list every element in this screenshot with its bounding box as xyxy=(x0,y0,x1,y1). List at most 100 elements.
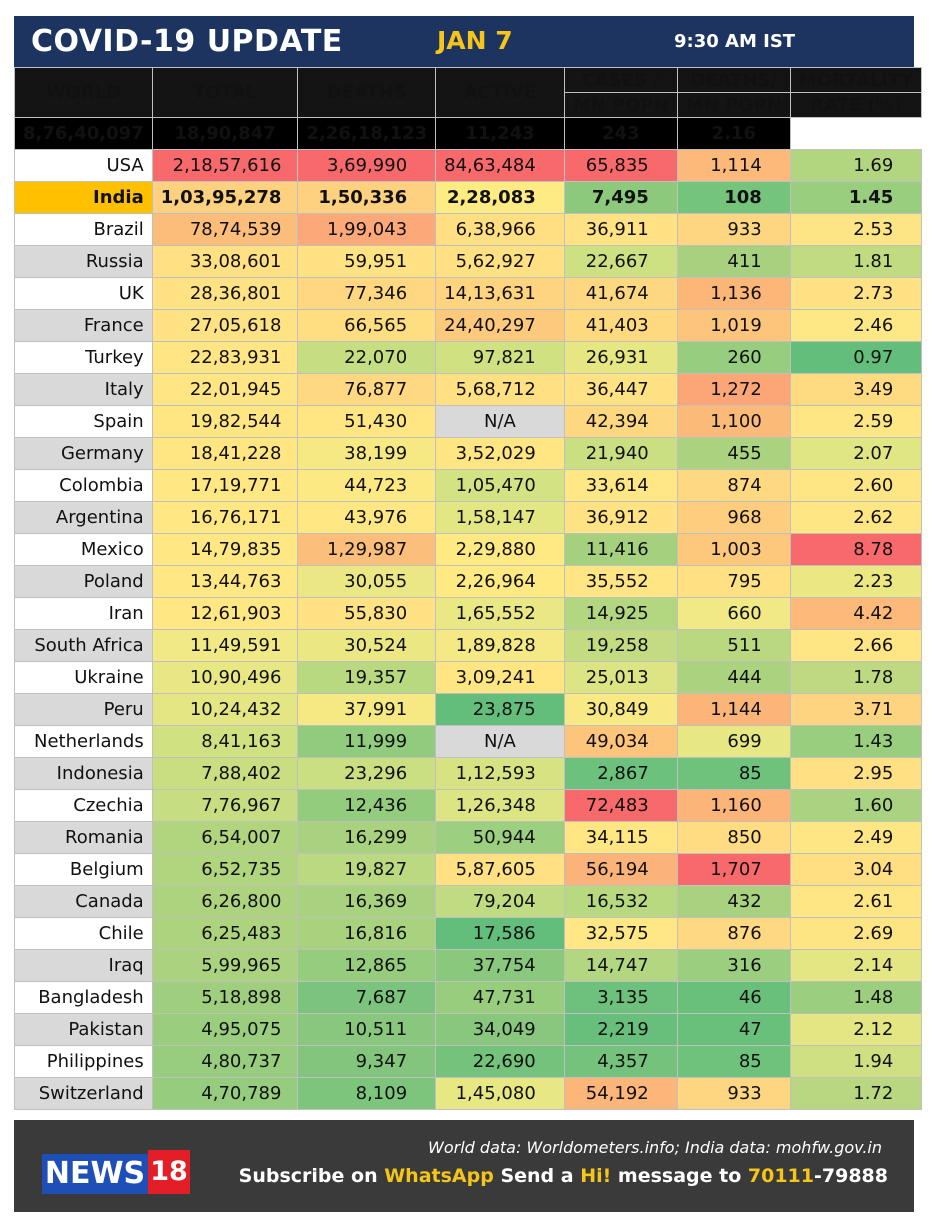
cell-mortality-rate: 8.78 xyxy=(789,533,923,566)
col-header-cases-mn: CASES / xyxy=(563,67,678,93)
table-row: Peru 10,24,432 37,991 23,875 30,849 1,144 3.71 xyxy=(14,693,923,726)
cell-mortality-rate: 2.73 xyxy=(789,277,923,310)
cell-deaths-per-mn: 108 xyxy=(676,181,791,214)
cell-active: 1,26,348 xyxy=(435,789,565,822)
cell-cases-per-mn: 21,940 xyxy=(563,437,678,470)
cell-deaths: 9,347 xyxy=(297,1045,437,1078)
cell-mortality-rate: 2.12 xyxy=(789,1013,923,1046)
sub-number-part1: 70111 xyxy=(747,1165,814,1187)
cell-total: 27,05,618 xyxy=(151,309,299,342)
world-total-active: 2,26,18,123 xyxy=(297,117,437,150)
cell-cases-per-mn: 34,115 xyxy=(563,821,678,854)
cell-deaths: 19,827 xyxy=(297,853,437,886)
table-row: Colombia 17,19,771 44,723 1,05,470 33,614 874… xyxy=(14,469,923,502)
cell-total: 19,82,544 xyxy=(151,405,299,438)
cell-cases-per-mn: 33,614 xyxy=(563,469,678,502)
cell-total: 78,74,539 xyxy=(151,213,299,246)
cell-deaths: 1,50,336 xyxy=(297,181,437,214)
cell-active: 2,29,880 xyxy=(435,533,565,566)
cell-mortality-rate: 2.59 xyxy=(789,405,923,438)
cell-active: 84,63,484 xyxy=(435,149,565,182)
cell-total: 7,76,967 xyxy=(151,789,299,822)
cell-total: 10,24,432 xyxy=(151,693,299,726)
table-row: Poland 13,44,763 30,055 2,26,964 35,552 795 2.… xyxy=(14,565,923,598)
cell-deaths-per-mn: 46 xyxy=(676,981,791,1014)
country-name: Colombia xyxy=(14,469,153,502)
cell-deaths-per-mn: 1,136 xyxy=(676,277,791,310)
cell-deaths: 1,99,043 xyxy=(297,213,437,246)
news18-logo: NEWS 18 xyxy=(42,1150,192,1194)
country-name: France xyxy=(14,309,153,342)
cell-cases-per-mn: 25,013 xyxy=(563,661,678,694)
cell-mortality-rate: 1.60 xyxy=(789,789,923,822)
cell-cases-per-mn: 14,747 xyxy=(563,949,678,982)
cell-active: 14,13,631 xyxy=(435,277,565,310)
world-cases-per-mn: 11,243 xyxy=(435,117,565,150)
country-name: Chile xyxy=(14,917,153,950)
cell-deaths-per-mn: 660 xyxy=(676,597,791,630)
sub-text-2: Send a xyxy=(493,1165,581,1187)
table-row: Czechia 7,76,967 12,436 1,26,348 72,483 1,160… xyxy=(14,789,923,822)
header-row-sub: MN POPN MN POPN RATE (%) xyxy=(15,92,923,118)
table-row: Netherlands 8,41,163 11,999 N/A 49,034 699 1.4… xyxy=(14,725,923,758)
table-row: Argentina 16,76,171 43,976 1,58,147 36,912 96… xyxy=(14,501,923,534)
country-name: USA xyxy=(14,149,153,182)
cell-deaths-per-mn: 874 xyxy=(676,469,791,502)
table-row: Ukraine 10,90,496 19,357 3,09,241 25,013 444 1… xyxy=(14,661,923,694)
cell-active: 1,58,147 xyxy=(435,501,565,534)
cell-mortality-rate: 3.49 xyxy=(789,373,923,406)
table-row: France 27,05,618 66,565 24,40,297 41,403 1,01… xyxy=(14,309,923,342)
country-name: Spain xyxy=(14,405,153,438)
cell-deaths-per-mn: 795 xyxy=(676,565,791,598)
cell-cases-per-mn: 26,931 xyxy=(563,341,678,374)
cell-cases-per-mn: 36,912 xyxy=(563,501,678,534)
cell-mortality-rate: 2.95 xyxy=(789,757,923,790)
cell-mortality-rate: 3.71 xyxy=(789,693,923,726)
cell-total: 2,18,57,616 xyxy=(151,149,299,182)
update-time: 9:30 AM IST xyxy=(674,31,796,52)
cell-mortality-rate: 0.97 xyxy=(789,341,923,374)
cell-deaths: 51,430 xyxy=(297,405,437,438)
country-name: South Africa xyxy=(14,629,153,662)
cell-mortality-rate: 2.66 xyxy=(789,629,923,662)
col-header-deaths: DEATHS xyxy=(297,67,437,118)
cell-deaths: 22,070 xyxy=(297,341,437,374)
cell-deaths: 23,296 xyxy=(297,757,437,790)
cell-total: 22,83,931 xyxy=(151,341,299,374)
cell-mortality-rate: 1.72 xyxy=(789,1077,923,1110)
country-name: Mexico xyxy=(14,533,153,566)
col-header-deaths-mn: DEATHS/ xyxy=(676,67,791,93)
cell-mortality-rate: 2.53 xyxy=(789,213,923,246)
cell-total: 13,44,763 xyxy=(151,565,299,598)
cell-mortality-rate: 2.49 xyxy=(789,821,923,854)
cell-mortality-rate: 1.69 xyxy=(789,149,923,182)
cell-mortality-rate: 1.78 xyxy=(789,661,923,694)
country-name: Russia xyxy=(14,245,153,278)
cell-cases-per-mn: 36,447 xyxy=(563,373,678,406)
cell-cases-per-mn: 2,219 xyxy=(563,1013,678,1046)
cell-deaths: 12,436 xyxy=(297,789,437,822)
cell-deaths: 30,055 xyxy=(297,565,437,598)
cell-total: 4,70,789 xyxy=(151,1077,299,1110)
world-total-deaths: 18,90,847 xyxy=(151,117,299,150)
logo-news-text: NEWS xyxy=(42,1154,148,1194)
country-name: Switzerland xyxy=(14,1077,153,1110)
cell-mortality-rate: 2.14 xyxy=(789,949,923,982)
cell-cases-per-mn: 56,194 xyxy=(563,853,678,886)
table-row: Philippines 4,80,737 9,347 22,690 4,357 85 1.9… xyxy=(14,1045,923,1078)
country-name: Iran xyxy=(14,597,153,630)
cell-deaths-per-mn: 1,114 xyxy=(676,149,791,182)
world-totals-row: 8,76,40,097 18,90,847 2,26,18,123 11,243… xyxy=(14,117,922,150)
cell-cases-per-mn: 36,911 xyxy=(563,213,678,246)
cell-cases-per-mn: 14,925 xyxy=(563,597,678,630)
cell-deaths: 3,69,990 xyxy=(297,149,437,182)
cell-mortality-rate: 2.61 xyxy=(789,885,923,918)
cell-total: 11,49,591 xyxy=(151,629,299,662)
country-name: Philippines xyxy=(14,1045,153,1078)
country-name: Belgium xyxy=(14,853,153,886)
cell-mortality-rate: 2.23 xyxy=(789,565,923,598)
cell-active: N/A xyxy=(435,725,565,758)
cell-deaths: 16,369 xyxy=(297,885,437,918)
cell-deaths: 44,723 xyxy=(297,469,437,502)
cell-deaths: 12,865 xyxy=(297,949,437,982)
